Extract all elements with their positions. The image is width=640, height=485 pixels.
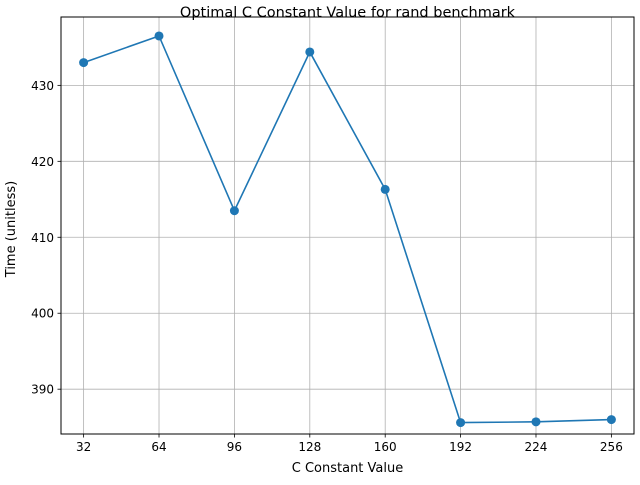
grid [61, 17, 634, 434]
x-tick-label: 128 [298, 440, 321, 454]
x-tick-label: 64 [151, 440, 166, 454]
data-point [531, 417, 541, 427]
ticks: 32 64 96 128 160 192 224 256 390 400 410 420 430 [31, 79, 623, 454]
y-axis-label: Time (unitless) [4, 181, 19, 278]
data-point [229, 206, 239, 216]
x-tick-label: 160 [374, 440, 397, 454]
x-tick-label: 256 [600, 440, 623, 454]
y-tick-label: 400 [31, 307, 54, 321]
data-point [154, 31, 164, 41]
x-tick-label: 224 [525, 440, 548, 454]
y-tick-label: 390 [31, 383, 54, 397]
plot-frame [60, 16, 635, 435]
y-tick-label: 420 [31, 155, 54, 169]
data-point [456, 418, 466, 428]
data-point [305, 47, 315, 57]
series-line [83, 34, 612, 424]
x-axis-label: C Constant Value [292, 461, 403, 476]
data-point [606, 415, 616, 425]
x-tick-label: 192 [449, 440, 472, 454]
y-tick-label: 430 [31, 79, 54, 93]
data-point [380, 184, 390, 194]
x-tick-label: 96 [227, 440, 242, 454]
y-tick-label: 410 [31, 231, 54, 245]
data-point [79, 58, 89, 68]
x-tick-label: 32 [76, 440, 91, 454]
series [79, 31, 616, 428]
chart-title: Optimal C Constant Value for rand benchm… [180, 5, 516, 21]
